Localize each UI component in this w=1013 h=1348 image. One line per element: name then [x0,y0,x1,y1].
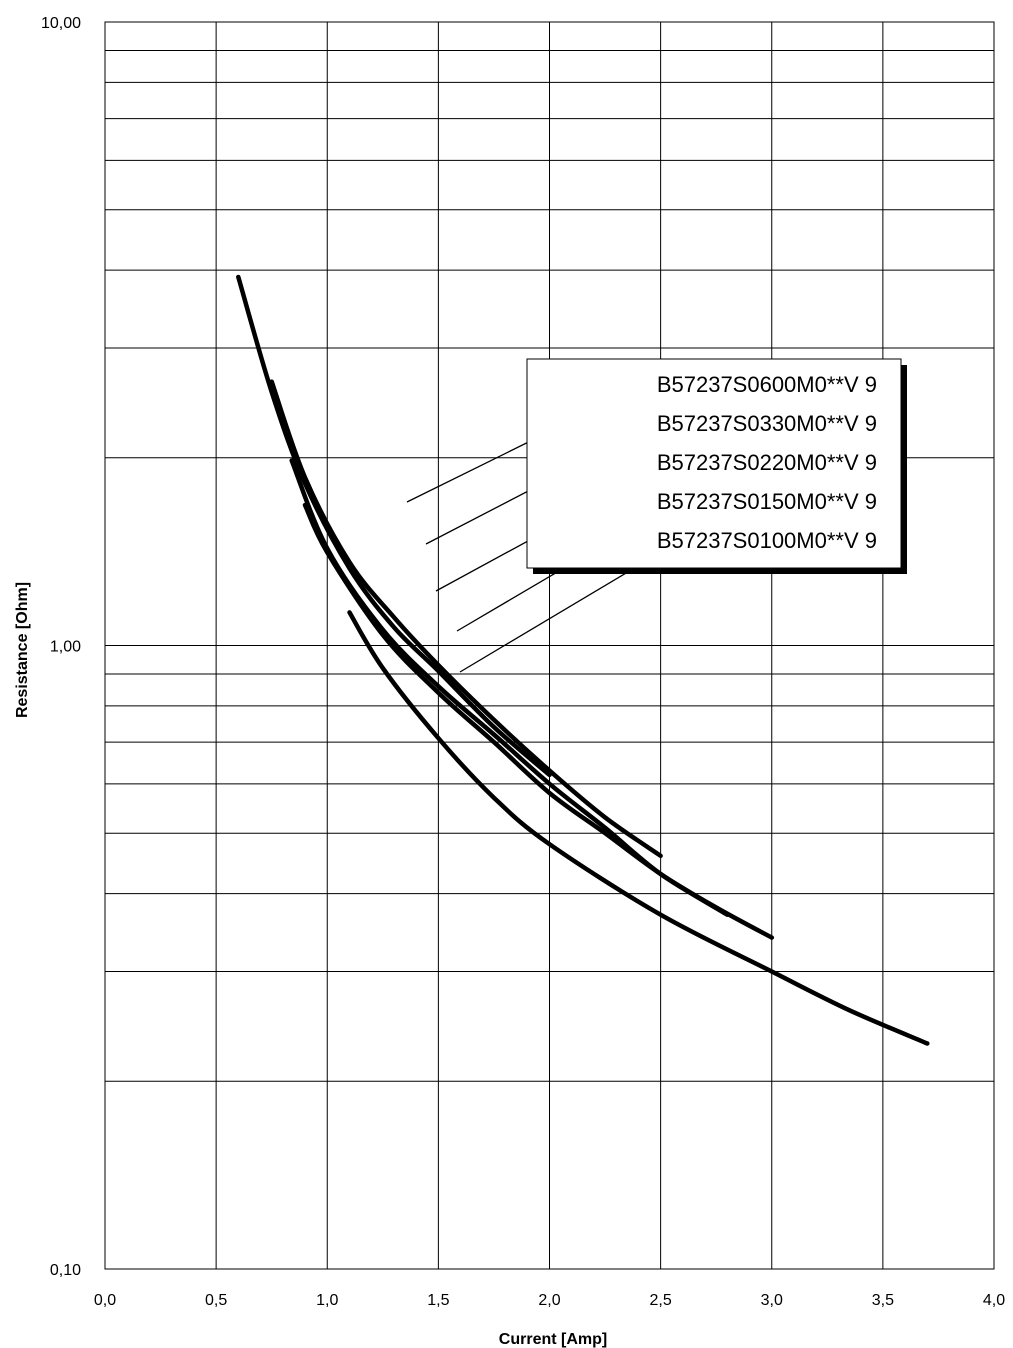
series-line [269,379,663,859]
x-tick-label: 0,0 [94,1292,116,1309]
x-tick-label: 2,0 [538,1292,560,1309]
x-tick-label: 0,5 [205,1292,227,1309]
legend-entry: B57237S0600M0**V 9 [657,372,877,397]
series-lines [236,274,930,1046]
y-tick-label: 10,00 [41,15,81,32]
legend-entry: B57237S0150M0**V 9 [657,489,877,514]
x-axis-ticks: 0,0 0,5 1,0 1,5 2,0 2,5 3,0 3,5 4,0 [94,1292,1005,1309]
series-line [347,610,930,1046]
legend-entry: B57237S0220M0**V 9 [657,450,877,475]
series-line [302,502,775,940]
x-axis-title: Current [Amp] [499,1331,607,1348]
x-tick-label: 4,0 [983,1292,1005,1309]
y-tick-label: 0,10 [50,1262,81,1279]
x-tick-label: 1,0 [316,1292,338,1309]
legend-box [526,358,902,569]
legend-entry: B57237S0100M0**V 9 [657,528,877,553]
y-axis-title: Resistance [Ohm] [14,582,31,718]
y-tick-label: 1,00 [50,639,81,656]
y-axis-ticks: 0,10 1,00 10,00 [41,15,81,1279]
plot-frame [104,21,995,1270]
legend-entry: B57237S0330M0**V 9 [657,411,877,436]
series-line [236,274,552,778]
x-tick-label: 2,5 [650,1292,672,1309]
x-tick-label: 3,5 [872,1292,894,1309]
legend: B57237S0600M0**V 9 B57237S0330M0**V 9 B572… [526,358,907,574]
gridlines [105,22,994,1269]
x-tick-label: 3,0 [761,1292,783,1309]
x-tick-label: 1,5 [427,1292,449,1309]
